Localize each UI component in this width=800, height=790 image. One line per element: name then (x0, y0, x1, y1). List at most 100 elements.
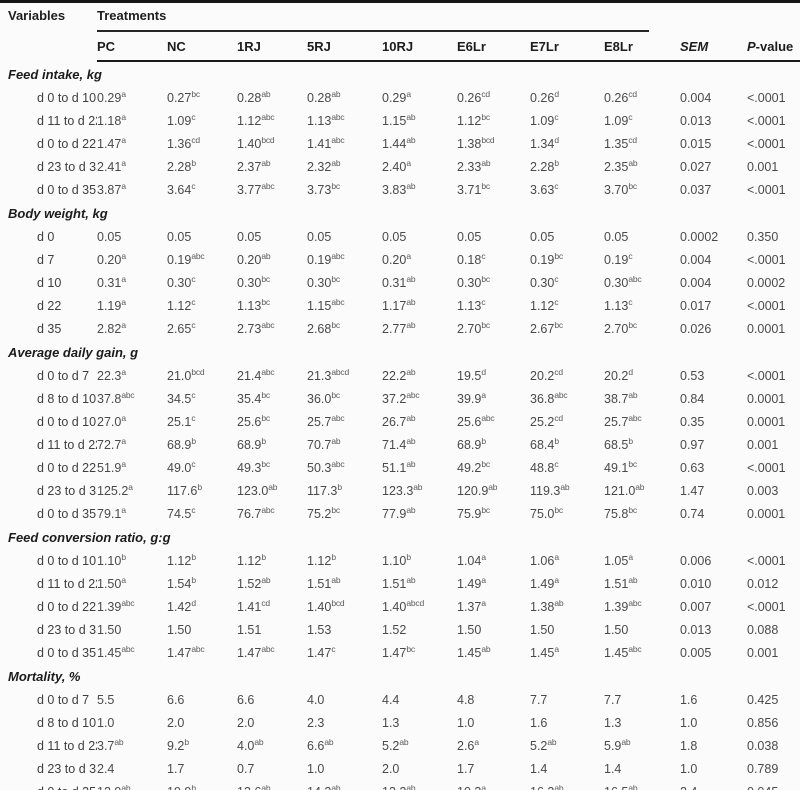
data-cell: 2.67bc (530, 319, 563, 336)
sem-cell: 0.037 (680, 182, 712, 197)
data-cell: 1.40bcd (307, 597, 345, 614)
significance-superscript: bc (261, 412, 270, 423)
row-label: d 0 to d 35 (0, 780, 97, 790)
sem-cell: 0.004 (680, 275, 712, 290)
data-cell: 1.51ab (382, 574, 416, 591)
section-title: Mortality, % (8, 668, 81, 684)
data-cell: 0.29a (97, 88, 126, 105)
significance-superscript: bc (261, 389, 270, 400)
significance-superscript: b (191, 435, 196, 446)
data-cell: 0.26d (530, 88, 559, 105)
significance-superscript: b (337, 481, 342, 492)
sem-cell: 2.4 (680, 780, 747, 790)
significance-superscript: a (121, 412, 126, 423)
significance-superscript: ab (261, 88, 271, 99)
significance-superscript: cd (554, 412, 563, 423)
data-cell: 4.4 (382, 692, 400, 707)
data-cell: 0.19abc (307, 250, 345, 267)
row-label: d 11 to d 22 (37, 437, 97, 452)
data-cell: 2.68bc (307, 319, 340, 336)
table-row: d 11 to d 22 72.7a 68.9b 68.9b 70.7ab 71.4ab 6… (0, 433, 800, 456)
pvalue-cell: <.0001 (747, 599, 786, 614)
data-cell: 76.7abc (237, 504, 275, 521)
column-header-1RJ: 1RJ (237, 33, 307, 62)
significance-superscript: b (481, 435, 486, 446)
data-cell: 5.2ab (382, 736, 409, 753)
significance-superscript: ab (628, 782, 638, 790)
data-cell: 1.4 (604, 761, 622, 776)
significance-superscript: a (121, 296, 126, 307)
section-title: Body weight, kg (8, 205, 108, 221)
row-label: d 0 to d 35 (37, 182, 97, 197)
data-cell: 1.04a (457, 551, 486, 568)
significance-superscript: c (191, 111, 196, 122)
data-cell: 49.3bc (237, 458, 270, 475)
data-cell: 1.12b (167, 551, 196, 568)
significance-superscript: b (191, 782, 196, 790)
data-cell: 21.4abc (237, 366, 275, 383)
significance-superscript: abc (331, 134, 345, 145)
significance-superscript: a (121, 273, 126, 284)
significance-superscript: abc (121, 643, 135, 654)
significance-superscript: d (191, 597, 196, 608)
data-cell: 1.39abc (604, 597, 642, 614)
table-row: d 0 to d 22 1.47a 1.36cd 1.40bcd 1.41abc 1.44… (0, 132, 800, 155)
sem-cell: 0.010 (680, 576, 712, 591)
pvalue-cell: 0.425 (747, 692, 779, 707)
significance-superscript: bc (554, 504, 563, 515)
significance-superscript: abc (121, 389, 135, 400)
data-cell: 1.39abc (97, 597, 135, 614)
significance-superscript: b (554, 435, 559, 446)
significance-superscript: abc (261, 504, 275, 515)
data-cell: 1.09c (167, 111, 196, 128)
row-label: d 0 to d 7 (37, 692, 90, 707)
significance-superscript: abc (331, 412, 345, 423)
data-cell: 1.45abc (97, 643, 135, 660)
significance-superscript: a (481, 574, 486, 585)
significance-superscript: c (481, 296, 486, 307)
data-cell: 1.50 (97, 622, 122, 637)
table-row: d 11 to d 22 1.50a 1.54b 1.52ab 1.51ab 1.51ab… (0, 572, 800, 595)
significance-superscript: a (121, 157, 126, 168)
sem-cell: 0.005 (680, 645, 712, 660)
significance-superscript: a (121, 319, 126, 330)
significance-superscript: cd (628, 88, 637, 99)
significance-superscript: b (406, 551, 411, 562)
significance-superscript: bc (331, 273, 340, 284)
data-cell: 50.3abc (307, 458, 345, 475)
significance-superscript: ab (481, 157, 491, 168)
data-cell: 121.0ab (604, 481, 645, 498)
data-cell: 0.19c (604, 250, 633, 267)
significance-superscript: abc (554, 389, 568, 400)
significance-superscript: a (121, 435, 126, 446)
table-row: d 11 to d 22 3.7ab 9.2b 4.0ab 6.6ab 5.2ab 2.6a… (0, 734, 800, 757)
significance-superscript: abc (261, 111, 275, 122)
data-cell: 117.3b (307, 481, 342, 498)
significance-superscript: ab (554, 597, 564, 608)
table-row: d 22 1.19a 1.12c 1.13bc 1.15abc 1.17ab 1.13c 1.… (0, 294, 800, 317)
table-row: d 0 to d 22 1.39abc 1.42d 1.41cd 1.40bcd 1.40… (0, 595, 800, 618)
data-cell: 0.18c (457, 250, 486, 267)
section-header-row: Body weight, kg (0, 201, 800, 225)
significance-superscript: c (331, 643, 336, 654)
table-row: d 0 to d 7 5.5 6.6 6.6 4.0 4.4 4.8 7.7 7.7 1.6 0.4… (0, 688, 800, 711)
sem-cell: 0.013 (680, 622, 712, 637)
significance-superscript: abc (331, 111, 345, 122)
data-cell: 1.35cd (604, 134, 637, 151)
row-label: d 22 (37, 298, 62, 313)
data-cell: 4.0 (307, 692, 325, 707)
significance-superscript: c (554, 296, 559, 307)
table-row: d 8 to d 10 37.8abc 34.5c 35.4bc 36.0bc 37.2a… (0, 387, 800, 410)
sem-cell: 0.006 (680, 553, 712, 568)
significance-superscript: b (628, 435, 633, 446)
significance-superscript: ab (331, 574, 341, 585)
column-header-10RJ: 10RJ (382, 33, 457, 62)
table-row: d 8 to d 10 1.0 2.0 2.0 2.3 1.3 1.0 1.6 1.3 1.0 0.… (0, 711, 800, 734)
row-label: d 8 to d 10 (37, 391, 97, 406)
significance-superscript: c (628, 250, 633, 261)
table-row: d 10 0.31a 0.30c 0.30bc 0.30bc 0.31ab 0.30bc 0.… (0, 271, 800, 294)
data-cell: 49.1bc (604, 458, 637, 475)
significance-superscript: ab (331, 157, 341, 168)
significance-superscript: ab (324, 736, 334, 747)
